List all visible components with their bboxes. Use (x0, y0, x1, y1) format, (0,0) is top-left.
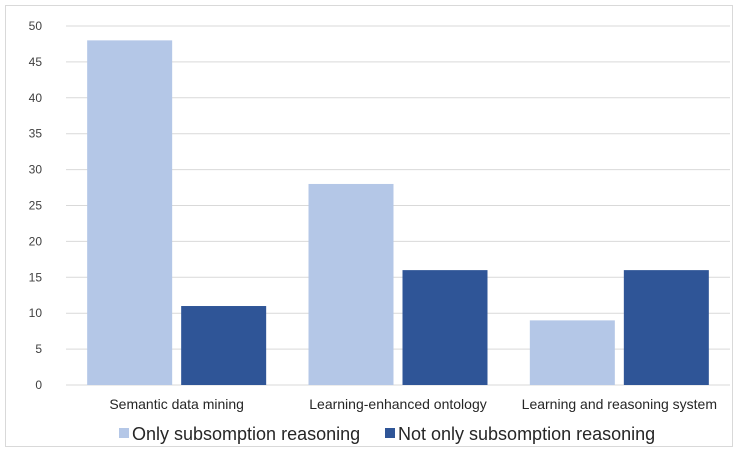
y-tick-label: 20 (29, 234, 43, 248)
legend-label: Not only subsomption reasoning (398, 424, 655, 444)
legend-swatch (119, 428, 129, 438)
bar-not-only-subsomption (402, 270, 488, 385)
y-axis-tick-labels: 0 5 10 15 20 25 30 35 40 45 50 (29, 19, 43, 392)
y-tick-label: 0 (35, 378, 42, 392)
legend-label: Only subsomption reasoning (132, 424, 360, 444)
category-label: Learning and reasoning system (522, 396, 717, 412)
y-tick-label: 5 (35, 342, 42, 356)
y-tick-label: 50 (29, 19, 43, 33)
legend-swatch (385, 428, 395, 438)
x-axis-category-labels: Semantic data mining Learning-enhanced on… (109, 396, 717, 412)
y-tick-label: 25 (29, 199, 43, 213)
bars (87, 40, 709, 386)
category-label: Semantic data mining (109, 396, 244, 412)
gridlines (66, 25, 730, 386)
y-tick-label: 10 (29, 306, 43, 320)
y-tick-label: 45 (29, 55, 43, 69)
y-tick-label: 30 (29, 163, 43, 177)
bar-not-only-subsomption (623, 270, 709, 385)
legend: Only subsomption reasoning Not only subso… (119, 424, 655, 444)
y-tick-label: 15 (29, 270, 43, 284)
bar-only-subsomption (308, 183, 394, 385)
bar-not-only-subsomption (181, 306, 267, 385)
y-tick-label: 40 (29, 91, 43, 105)
bar-only-subsomption (529, 320, 615, 385)
bar-only-subsomption (87, 40, 173, 386)
y-tick-label: 35 (29, 127, 43, 141)
category-label: Learning-enhanced ontology (309, 396, 486, 412)
